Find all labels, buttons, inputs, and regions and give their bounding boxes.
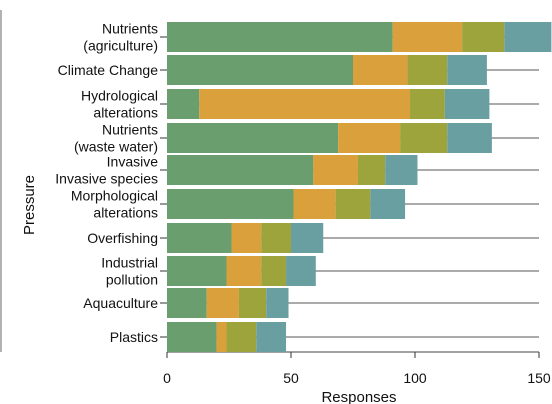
category-label-line: Morphological	[71, 188, 158, 204]
x-tick-label: 0	[163, 370, 171, 386]
category-label: Aquaculture	[83, 295, 158, 311]
bar-segment	[266, 288, 289, 318]
bar-segment	[167, 189, 294, 219]
category-label-line: Aquaculture	[83, 295, 158, 311]
bar-segment	[286, 256, 316, 286]
category-label-line: alterations	[93, 105, 158, 121]
category-label-line: Industrial	[101, 255, 158, 271]
category-label: Overfishing	[87, 230, 158, 246]
x-tick-label: 100	[403, 370, 427, 386]
bar-segment	[370, 189, 406, 219]
category-label: Nutrients (waste water)	[74, 122, 158, 155]
category-label-line: Invasive species	[55, 171, 158, 187]
x-tick-label: 50	[283, 370, 299, 386]
category-label-line: Climate Change	[58, 62, 159, 78]
bar-segment	[261, 256, 287, 286]
category-label-line: Nutrients	[102, 122, 158, 138]
bar-segment	[447, 123, 492, 153]
category-label: Hydrological alterations	[81, 88, 158, 121]
category-label-line: Hydrological	[81, 88, 158, 104]
category-label: Invasive Invasive species	[55, 154, 158, 187]
bar-segment	[385, 155, 418, 185]
category-label-line: Nutrients	[102, 21, 158, 37]
bar-segment	[167, 123, 339, 153]
bar-segment	[392, 22, 463, 52]
bar-segment	[216, 322, 227, 352]
category-label: Nutrients (agriculture)	[83, 21, 158, 54]
category-label-line: (agriculture)	[83, 38, 158, 54]
bar-segment	[462, 22, 505, 52]
bar-segment	[167, 55, 353, 85]
category-label-line: Overfishing	[87, 230, 158, 246]
bar-segment	[167, 322, 217, 352]
bar-segment	[447, 55, 487, 85]
bar-segment	[291, 223, 324, 253]
bar-segment	[357, 155, 386, 185]
category-label-line: (waste water)	[74, 139, 158, 155]
y-axis-label: Pressure	[21, 175, 38, 235]
category-label: Morphological alterations	[71, 188, 158, 221]
bar-segment	[313, 155, 358, 185]
bar-segment	[238, 288, 267, 318]
bar-segment	[407, 55, 448, 85]
category-label-line: Invasive	[107, 154, 159, 170]
bar-segment	[261, 223, 291, 253]
bar-segment	[338, 123, 401, 153]
bar-segment	[335, 189, 371, 219]
bar-segment	[256, 322, 287, 352]
category-label: Industrial pollution	[101, 255, 158, 288]
bar-segment	[167, 22, 393, 52]
category-label-line: pollution	[106, 272, 158, 288]
bar-segment	[199, 89, 411, 119]
category-label-line: alterations	[93, 205, 158, 221]
bar-segment	[231, 223, 262, 253]
bar-segment	[167, 89, 200, 119]
category-label-line: Plastics	[110, 329, 158, 345]
bar-segment	[167, 288, 207, 318]
bar-segment	[504, 22, 552, 52]
bar-segment	[410, 89, 445, 119]
bar-segment	[293, 189, 336, 219]
bar-segment	[226, 256, 262, 286]
bar-segment	[167, 155, 314, 185]
bar-segment	[167, 223, 232, 253]
bar-segment	[400, 123, 448, 153]
bar-segment	[444, 89, 490, 119]
category-label: Plastics	[110, 329, 158, 345]
bar-segment	[167, 256, 227, 286]
category-label: Climate Change	[58, 62, 159, 78]
x-tick-label: 150	[527, 370, 551, 386]
bar-segment	[206, 288, 239, 318]
bar-segment	[226, 322, 257, 352]
bar-segment	[353, 55, 408, 85]
x-axis-label: Responses	[321, 389, 396, 404]
